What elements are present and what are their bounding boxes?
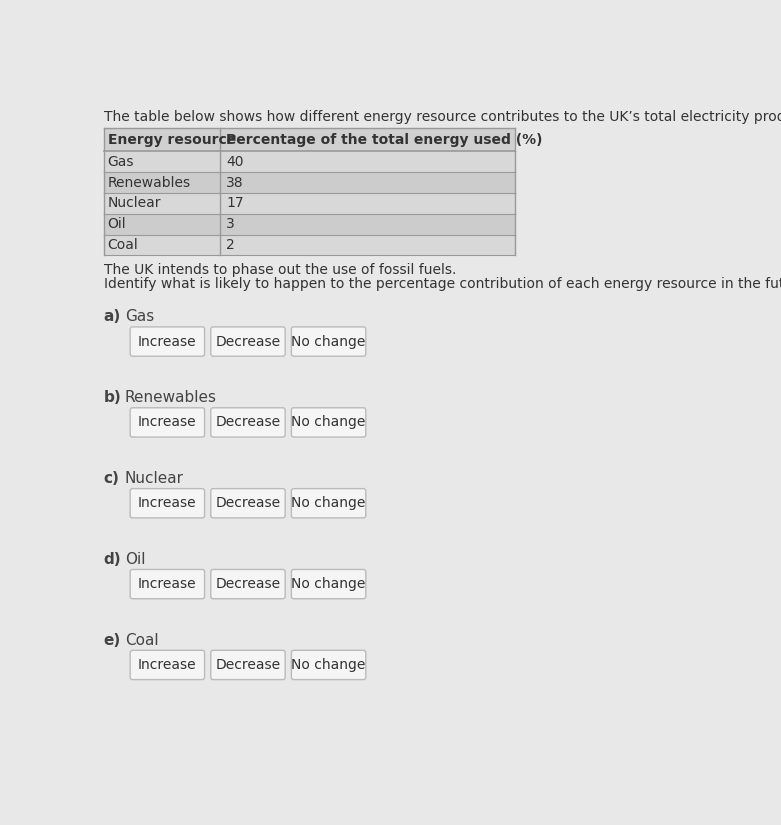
FancyBboxPatch shape: [130, 569, 205, 599]
FancyBboxPatch shape: [104, 214, 515, 234]
Text: b): b): [104, 390, 122, 405]
FancyBboxPatch shape: [291, 569, 366, 599]
FancyBboxPatch shape: [104, 172, 515, 193]
Text: Increase: Increase: [138, 578, 197, 591]
FancyBboxPatch shape: [104, 128, 515, 151]
Text: No change: No change: [291, 578, 366, 591]
FancyBboxPatch shape: [104, 151, 515, 172]
Text: 17: 17: [226, 196, 244, 210]
Text: 38: 38: [226, 176, 244, 190]
Text: a): a): [104, 309, 121, 324]
FancyBboxPatch shape: [130, 327, 205, 356]
Text: Gas: Gas: [108, 155, 134, 169]
Text: Percentage of the total energy used (%): Percentage of the total energy used (%): [226, 133, 543, 147]
Text: No change: No change: [291, 658, 366, 672]
Text: No change: No change: [291, 497, 366, 510]
Text: 2: 2: [226, 238, 235, 252]
FancyBboxPatch shape: [291, 327, 366, 356]
FancyBboxPatch shape: [211, 650, 285, 680]
FancyBboxPatch shape: [291, 650, 366, 680]
Text: 40: 40: [226, 155, 244, 169]
Text: No change: No change: [291, 335, 366, 348]
Text: e): e): [104, 633, 121, 648]
FancyBboxPatch shape: [211, 569, 285, 599]
Text: Renewables: Renewables: [108, 176, 191, 190]
Text: Increase: Increase: [138, 658, 197, 672]
FancyBboxPatch shape: [211, 488, 285, 518]
Text: Coal: Coal: [125, 633, 159, 648]
Text: The UK intends to phase out the use of fossil fuels.: The UK intends to phase out the use of f…: [104, 263, 456, 277]
Text: Nuclear: Nuclear: [125, 471, 184, 486]
Text: Energy resource: Energy resource: [108, 133, 236, 147]
Text: Decrease: Decrease: [216, 416, 280, 429]
Text: Oil: Oil: [108, 217, 127, 231]
FancyBboxPatch shape: [130, 408, 205, 437]
Text: Renewables: Renewables: [125, 390, 217, 405]
FancyBboxPatch shape: [211, 408, 285, 437]
Text: Decrease: Decrease: [216, 335, 280, 348]
Text: Decrease: Decrease: [216, 497, 280, 510]
Text: Oil: Oil: [125, 552, 145, 567]
Text: Decrease: Decrease: [216, 578, 280, 591]
Text: Gas: Gas: [125, 309, 154, 324]
Text: Increase: Increase: [138, 335, 197, 348]
FancyBboxPatch shape: [130, 488, 205, 518]
Text: Nuclear: Nuclear: [108, 196, 161, 210]
FancyBboxPatch shape: [291, 488, 366, 518]
Text: Increase: Increase: [138, 416, 197, 429]
FancyBboxPatch shape: [291, 408, 366, 437]
FancyBboxPatch shape: [104, 193, 515, 214]
Text: Identify what is likely to happen to the percentage contribution of each energy : Identify what is likely to happen to the…: [104, 277, 781, 291]
Text: Increase: Increase: [138, 497, 197, 510]
Text: d): d): [104, 552, 122, 567]
Text: Decrease: Decrease: [216, 658, 280, 672]
FancyBboxPatch shape: [211, 327, 285, 356]
FancyBboxPatch shape: [130, 650, 205, 680]
Text: Coal: Coal: [108, 238, 138, 252]
Text: No change: No change: [291, 416, 366, 429]
Text: The table below shows how different energy resource contributes to the UK’s tota: The table below shows how different ener…: [104, 110, 781, 124]
Text: 3: 3: [226, 217, 235, 231]
FancyBboxPatch shape: [104, 234, 515, 255]
Text: c): c): [104, 471, 119, 486]
